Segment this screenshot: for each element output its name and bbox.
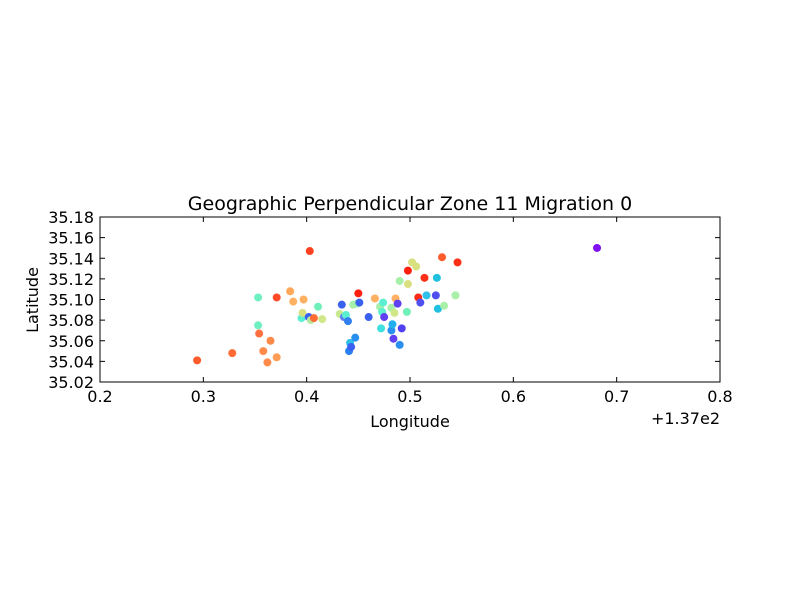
scatter-point — [370, 294, 379, 303]
x-tick-label: 0.8 — [707, 387, 732, 406]
scatter-point — [351, 333, 360, 342]
scatter-point — [389, 334, 398, 343]
scatter-point — [379, 298, 388, 307]
data-points — [193, 243, 602, 367]
scatter-point — [272, 353, 281, 362]
y-tick-label: 35.08 — [48, 311, 94, 330]
scatter-point — [403, 280, 412, 289]
scatter-point — [298, 308, 307, 317]
x-tick-label: 0.4 — [294, 387, 319, 406]
y-tick-label: 35.06 — [48, 332, 94, 351]
scatter-point — [266, 336, 275, 345]
y-tick-label: 35.04 — [48, 352, 94, 371]
scatter-point — [453, 258, 462, 267]
x-axis-label: Longitude — [370, 412, 450, 431]
scatter-point — [416, 298, 425, 307]
scatter-point — [451, 291, 460, 300]
scatter-point — [305, 247, 314, 256]
scatter-point — [395, 276, 404, 285]
x-axis-offset-label: +1.37e2 — [651, 409, 720, 428]
scatter-point — [318, 315, 327, 324]
scatter-point — [403, 266, 412, 275]
scatter-point — [387, 326, 396, 335]
scatter-point — [422, 291, 431, 300]
scatter-point — [377, 324, 386, 333]
y-tick-label: 35.02 — [48, 373, 94, 392]
scatter-point — [431, 291, 440, 300]
scatter-point — [337, 300, 346, 309]
scatter-point — [255, 329, 264, 338]
y-tick-label: 35.14 — [48, 249, 94, 268]
scatter-point — [254, 293, 263, 302]
scatter-point — [289, 297, 298, 306]
scatter-point — [272, 293, 281, 302]
y-tick-label: 35.12 — [48, 270, 94, 289]
chart-title: Geographic Perpendicular Zone 11 Migrati… — [188, 193, 632, 215]
scatter-point — [309, 314, 318, 323]
scatter-point — [259, 347, 268, 356]
scatter-point — [390, 308, 399, 317]
x-tick-label: 0.7 — [604, 387, 629, 406]
plot-frame — [99, 216, 721, 383]
y-tick-label: 35.10 — [48, 291, 94, 310]
scatter-point — [432, 273, 441, 282]
scatter-point — [364, 313, 373, 322]
x-tick-label: 0.5 — [397, 387, 422, 406]
y-tick-label: 35.18 — [48, 208, 94, 227]
scatter-point — [393, 299, 402, 308]
scatter-point — [299, 295, 308, 304]
y-tick-label: 35.16 — [48, 229, 94, 248]
scatter-point — [438, 253, 447, 262]
scatter-point — [341, 310, 350, 319]
scatter-point — [593, 243, 602, 252]
scatter-point — [388, 320, 397, 329]
scatter-point — [380, 313, 389, 322]
scatter-point — [228, 349, 237, 358]
scatter-point — [347, 342, 356, 351]
x-tick-label: 0.2 — [87, 387, 112, 406]
scatter-point — [402, 307, 411, 316]
scatter-point — [440, 301, 449, 310]
scatter-point — [263, 358, 272, 367]
scatter-point — [314, 302, 323, 311]
scatter-point — [286, 287, 295, 296]
scatter-point — [412, 262, 421, 271]
scatter-point — [354, 289, 363, 298]
scatter-point — [420, 273, 429, 282]
x-tick-label: 0.3 — [191, 387, 216, 406]
scatter-point — [397, 324, 406, 333]
scatter-point — [344, 317, 352, 326]
y-axis-label: Latitude — [23, 267, 42, 333]
scatter-point — [254, 321, 263, 330]
scatter-point — [433, 304, 442, 313]
x-axis: 0.2 0.3 0.4 0.5 0.6 0.7 0.8 — [87, 217, 733, 406]
scatter-point — [395, 340, 404, 349]
x-tick-label: 0.6 — [501, 387, 526, 406]
scatter-point — [193, 356, 202, 365]
scatter-point — [355, 298, 364, 307]
